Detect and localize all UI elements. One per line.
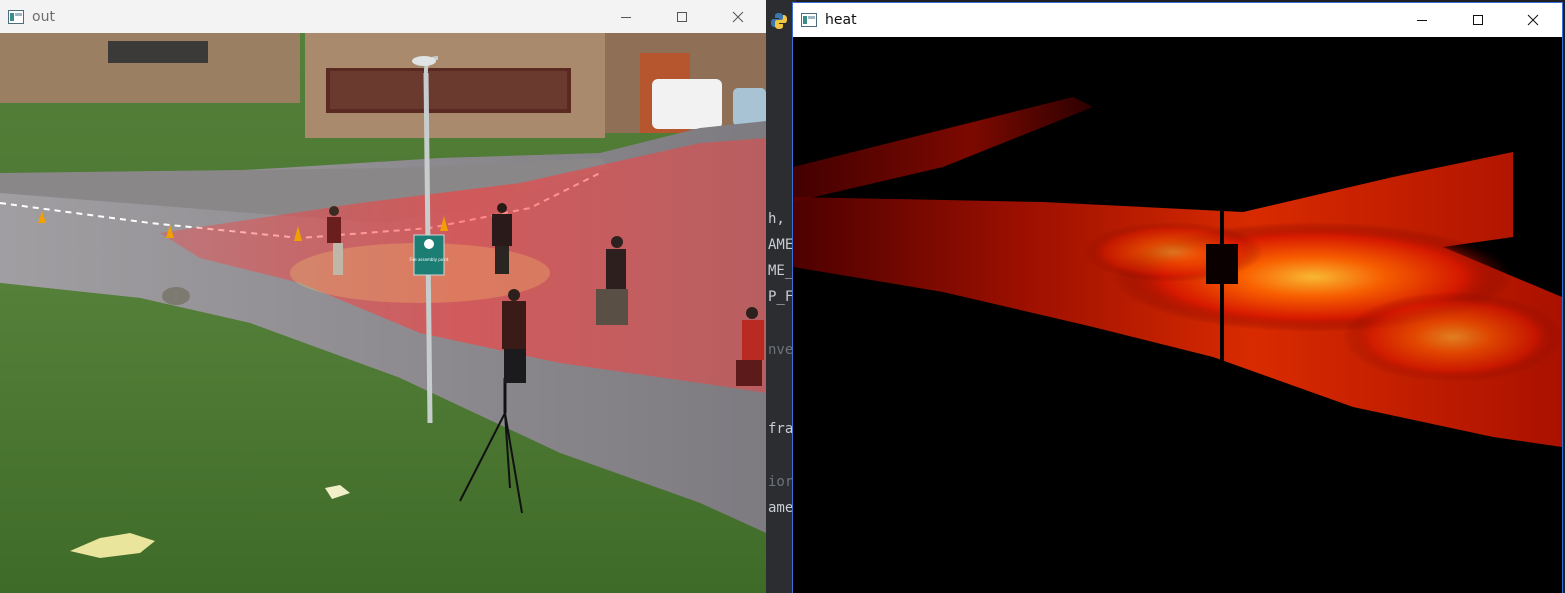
heat-hotspot bbox=[1343, 292, 1562, 382]
traffic-cone bbox=[166, 225, 174, 238]
heatmap-image bbox=[793, 37, 1562, 593]
front-lawn bbox=[0, 283, 766, 593]
close-button[interactable] bbox=[1504, 3, 1562, 37]
camera-scene: Fire assembly point bbox=[0, 33, 766, 593]
litter bbox=[325, 485, 350, 499]
maximize-button[interactable] bbox=[654, 0, 710, 33]
code-fragment: P_F bbox=[768, 289, 794, 305]
close-icon bbox=[732, 11, 744, 22]
out-window[interactable]: out bbox=[0, 0, 766, 593]
traffic-cone bbox=[38, 211, 46, 223]
code-fragment: nve bbox=[768, 342, 794, 358]
minimize-icon bbox=[1417, 20, 1427, 21]
minimize-button[interactable] bbox=[1392, 3, 1452, 37]
code-fragment: ior bbox=[768, 474, 794, 490]
code-fragment: ME_ bbox=[768, 263, 794, 279]
window-title: heat bbox=[825, 12, 857, 28]
minimize-icon bbox=[621, 16, 631, 18]
maximize-icon bbox=[1473, 15, 1483, 25]
sign-text: Fire assembly point bbox=[410, 257, 449, 262]
traffic-cone bbox=[294, 226, 302, 241]
pole-silhouette bbox=[1220, 197, 1224, 377]
parked-car bbox=[733, 88, 766, 126]
white-van bbox=[652, 79, 722, 129]
app-window-icon bbox=[8, 9, 24, 24]
heat-titlebar[interactable]: heat bbox=[793, 3, 1562, 37]
rock bbox=[162, 287, 190, 305]
litter-bag bbox=[70, 533, 155, 558]
heatmap-canvas bbox=[793, 37, 1562, 593]
app-window-icon bbox=[801, 13, 817, 27]
code-fragment: fra bbox=[768, 421, 794, 437]
pedestrian bbox=[502, 289, 526, 383]
window-title: out bbox=[32, 8, 55, 25]
maximize-button[interactable] bbox=[1452, 3, 1504, 37]
assembly-point-sign: Fire assembly point bbox=[410, 234, 449, 276]
close-icon bbox=[1527, 14, 1539, 26]
code-fragment: ame bbox=[768, 500, 794, 516]
python-icon bbox=[771, 13, 787, 29]
background-code-editor: h, AME ME_ P_F nve fra ior ame bbox=[766, 0, 796, 593]
maximize-icon bbox=[677, 11, 687, 22]
heat-window[interactable]: heat bbox=[792, 2, 1563, 593]
pedestrian bbox=[596, 236, 628, 325]
heat-overlay bbox=[160, 138, 766, 393]
minimize-button[interactable] bbox=[598, 0, 654, 33]
pedestrian bbox=[327, 206, 343, 275]
camera-frame-with-heat-overlay: Fire assembly point bbox=[0, 33, 766, 593]
traffic-cone bbox=[440, 216, 448, 231]
pedestrian bbox=[736, 307, 764, 386]
tripod bbox=[459, 378, 523, 514]
heat-region bbox=[793, 97, 1093, 202]
close-button[interactable] bbox=[710, 0, 766, 33]
code-fragment: AME bbox=[768, 237, 794, 253]
sign-silhouette bbox=[1206, 244, 1238, 284]
pedestrian bbox=[492, 203, 512, 274]
code-fragment: h, bbox=[768, 211, 785, 227]
out-titlebar[interactable]: out bbox=[0, 0, 766, 33]
